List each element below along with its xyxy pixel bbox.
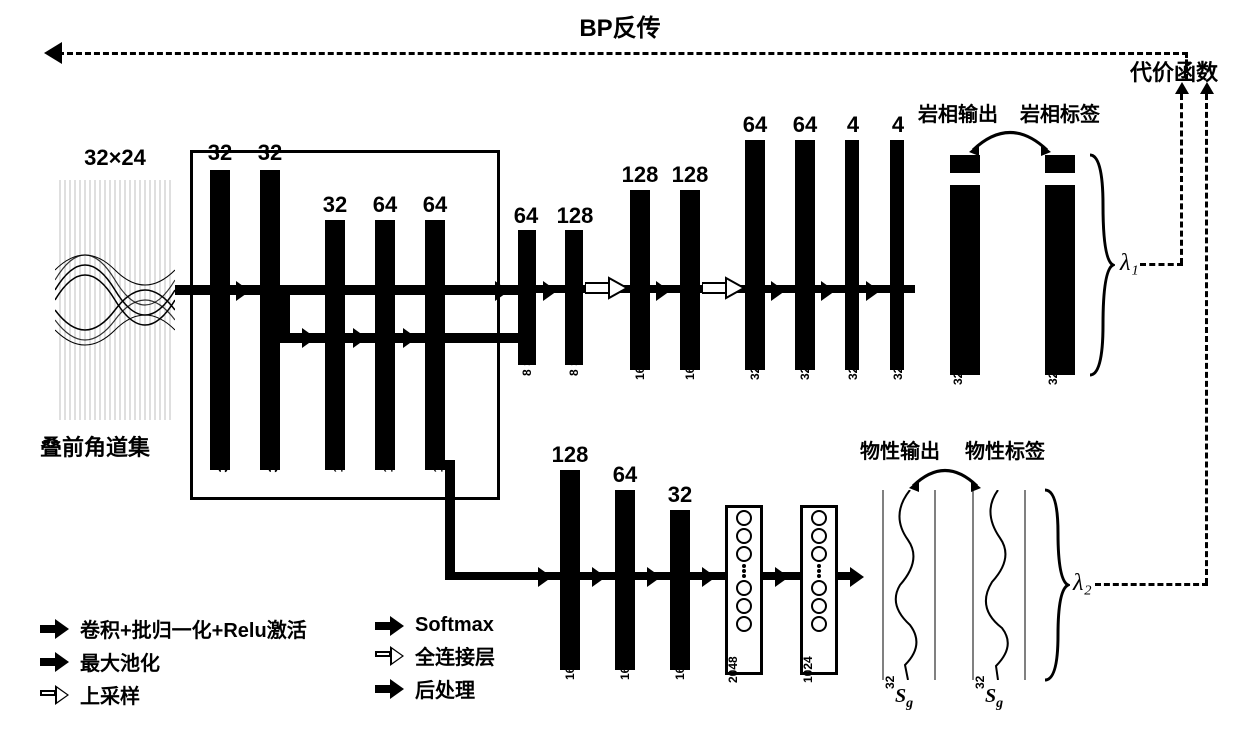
block-u1-top: 64 [506,203,546,229]
trunk-line-row2 [280,333,520,343]
larrow1 [592,567,606,587]
block-u7-dim: 32 × 24 [846,330,860,380]
block-u5-top: 64 [735,112,775,138]
lambda2: λ₂ [1073,570,1092,597]
dash-l1-h [1140,263,1183,266]
block-b4-top: 64 [365,192,405,218]
legend-softmax: Softmax [415,614,494,637]
legend-right: Softmax 全连接层 后处理 [375,610,575,707]
block-u6-top: 64 [785,112,825,138]
seismic-input [55,180,175,420]
arrow3 [353,328,367,348]
larrow4 [775,567,789,587]
facies-curve-arrow [965,120,1055,160]
brace-l2 [1040,485,1070,685]
dash-to-l2 [1205,94,1208,584]
block-b2-top: 32 [250,140,290,166]
legend-conv: 卷积+批归一化+Relu激活 [80,614,307,643]
arrow2 [302,328,316,348]
arrow4 [403,328,417,348]
block-u3-top: 128 [615,162,665,188]
up-arrow2 [1200,82,1214,94]
block-u7-top: 4 [838,112,868,138]
arrow1 [236,281,250,301]
block-u4-dim: 16 × 12 [683,330,697,380]
arrow6 [543,281,557,301]
up-arrow1 [1175,82,1189,94]
legend-upsample: 上采样 [80,680,140,709]
legend-left: 卷积+批归一化+Relu激活 最大池化 上采样 [40,610,360,713]
block-b5-top: 64 [415,192,455,218]
bp-dash-line [58,52,1188,55]
lower-drop [445,460,455,580]
curve2-dim: 32 [973,649,987,689]
brace-l1 [1085,150,1115,380]
block-b5-dim: 16 × 12 [431,423,446,473]
arrow10 [771,281,785,301]
block-u2-dim: 8 × 6 [567,334,581,376]
larrow0 [538,567,552,587]
block-b3-top: 32 [315,192,355,218]
block-u8-top: 4 [883,112,913,138]
larrow3 [702,567,716,587]
bp-arrow-left [44,42,62,64]
block-l2-dim: 16 × 12 [618,630,632,680]
legend-post: 后处理 [415,674,475,703]
larrow5 [850,567,864,587]
block-l3-top: 32 [660,482,700,508]
block-u8-dim: 32 × 24 [891,330,905,380]
legend-fc: 全连接层 [415,641,495,670]
curve1-cap: Sg [895,685,913,712]
diagram-canvas: BP反传 代价函数 32×24 叠前角道集 [0,0,1240,742]
block-l3-dim: 16 × 12 [673,630,687,680]
block-u2-top: 128 [550,203,600,229]
larrow2 [647,567,661,587]
arrow8 [656,281,670,301]
arrow11 [821,281,835,301]
block-b3-dim: 16 × 12 [331,423,346,473]
lambda1: λ₁ [1120,250,1139,277]
block-l2-top: 64 [605,462,645,488]
input-dim-label: 32×24 [55,145,175,171]
phys-curve-arrow [905,458,985,493]
trunk-drop1 [280,285,290,340]
arrow5 [495,281,509,301]
bp-title: BP反传 [0,8,1240,43]
fc2-dim: 1024 [801,641,815,683]
block-b1-top: 32 [200,140,240,166]
block-u5-dim: 32 × 24 [748,330,762,380]
block-b1-dim: 32 × 24 [216,423,231,473]
legend-maxpool: 最大池化 [80,647,160,676]
dash-l2-h [1095,583,1208,586]
block-u6-dim: 32 × 24 [798,330,812,380]
arrow12 [866,281,880,301]
fc1-dim: 2048 [726,641,740,683]
block-l1-top: 128 [545,442,595,468]
block-u4-top: 128 [665,162,715,188]
open-arrow2 [702,276,746,300]
open-arrow1 [585,276,629,300]
block-b2-dim: 32 × 24 [266,423,281,473]
curve2-cap: Sg [985,685,1003,712]
input-label: 叠前角道集 [40,430,150,462]
curve1-dim: 32 [883,649,897,689]
block-u3-dim: 16 × 12 [633,330,647,380]
block-b4-dim: 16 × 12 [381,423,396,473]
dash-to-l1 [1180,94,1183,264]
block-u1-dim: 8 × 6 [520,334,534,376]
out1-dim: 32 [951,345,965,385]
out2-dim: 32 [1046,345,1060,385]
